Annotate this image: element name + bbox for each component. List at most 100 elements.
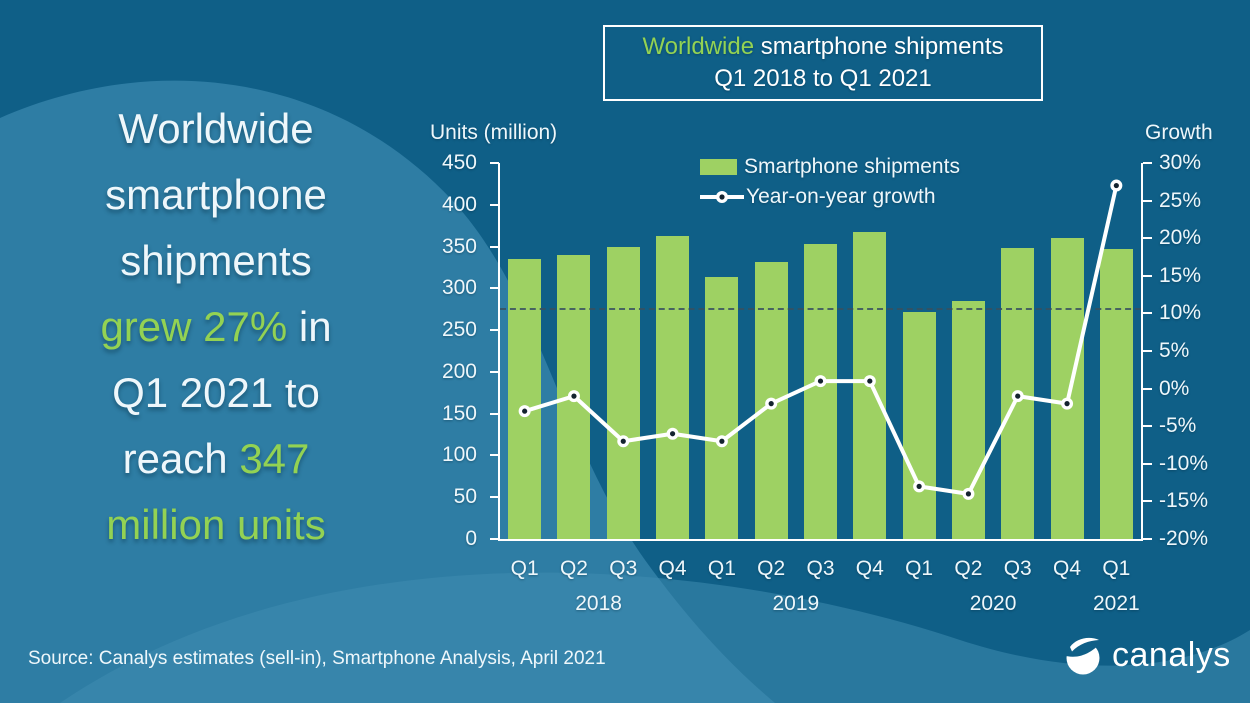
left-axis-tick-mark [490, 538, 499, 540]
left-axis-title: Units (million) [430, 121, 558, 144]
left-axis-tick-label: 450 [441, 151, 477, 174]
shipment-bar-Q4-3 [656, 235, 690, 539]
headline-line: million units [42, 492, 390, 558]
year-label-2020: 2020 [969, 592, 1017, 615]
left-axis-tick-label: 0 [465, 527, 477, 550]
canalys-mark-icon [1062, 634, 1104, 675]
shipment-bar-Q1-4 [705, 276, 739, 539]
shipment-bar-Q3-2 [606, 247, 640, 539]
background-wave [0, 80, 775, 703]
x-axis-label-Q2-1: Q2 [559, 557, 588, 580]
x-axis-label-Q4-11: Q4 [1053, 557, 1082, 580]
headline-text: Q1 2021 to [112, 369, 320, 416]
left-axis-tick-mark [490, 329, 499, 332]
x-axis-label-Q1-0: Q1 [510, 557, 539, 580]
left-axis-line [498, 163, 500, 539]
bar-legend-swatch-icon [700, 159, 737, 175]
left-axis-tick-label: 150 [441, 401, 477, 425]
headline-line: smartphone [42, 162, 390, 228]
shipment-bar-Q3-10 [1001, 248, 1035, 539]
shipment-bar-Q2-9 [951, 300, 985, 539]
x-axis-label-Q3-2: Q3 [609, 557, 638, 580]
right-axis-tick-label: 25% [1159, 188, 1202, 212]
left-axis-tick-mark [490, 203, 499, 206]
shipment-bar-Q2-1 [557, 254, 591, 539]
chart-title-rest: smartphone shipments [754, 33, 1004, 60]
headline-text: reach [122, 435, 240, 482]
right-axis-tick-label: 5% [1159, 339, 1190, 362]
right-axis-tick-mark [1143, 500, 1152, 503]
right-axis-tick-mark [1143, 350, 1152, 352]
source-text: Source: Canalys estimates (sell-in), Sma… [28, 648, 606, 669]
right-axis-tick-label: -5% [1159, 414, 1197, 438]
right-axis-tick-label: 10% [1159, 301, 1202, 325]
left-axis-tick-label: 200 [441, 359, 477, 383]
headline-line: shipments [42, 228, 390, 294]
canalys-logo-text: canalys [1112, 635, 1231, 674]
right-axis-tick-label: -20% [1159, 527, 1209, 550]
shipment-bar-Q4-7 [853, 231, 887, 539]
year-label-2018: 2018 [575, 592, 622, 615]
shipment-bar-Q1-8 [902, 311, 936, 539]
right-axis-tick-label: 30% [1159, 151, 1202, 174]
x-axis-label-Q1-12: Q1 [1102, 557, 1131, 580]
chart-title-line2: Q1 2018 to Q1 2021 [714, 65, 932, 92]
year-label-2019: 2019 [772, 592, 820, 615]
headline-line: Worldwide [42, 96, 390, 162]
legend-item-growth: Year-on-year growth [700, 182, 960, 212]
headline-highlight: grew 27% [100, 303, 288, 350]
right-axis-title: Growth [1145, 121, 1213, 144]
left-axis-tick-label: 350 [441, 234, 477, 258]
headline-line: grew 27% in [42, 294, 390, 360]
x-axis-label-Q3-6: Q3 [806, 557, 835, 580]
right-axis-tick-mark [1143, 312, 1152, 315]
right-axis-tick-label: 15% [1159, 263, 1202, 287]
left-axis-tick-mark [490, 245, 499, 248]
shipment-bar-Q4-11 [1050, 238, 1084, 539]
headline-line: reach 347 [42, 426, 390, 492]
left-axis-tick-label: 400 [441, 192, 477, 216]
x-axis-label-Q4-7: Q4 [855, 557, 884, 580]
chart-title-box: Worldwide smartphone shipments Q1 2018 t… [603, 25, 1043, 101]
shipment-bar-Q2-5 [754, 261, 788, 539]
legend-label-shipments: Smartphone shipments [744, 155, 960, 178]
headline-line: Q1 2021 to [42, 360, 390, 426]
headline-highlight: 347 [239, 435, 310, 482]
left-axis-tick-mark [490, 496, 499, 499]
x-axis-label-Q2-9: Q2 [954, 557, 983, 580]
chart-legend: Smartphone shipments Year-on-year growth [700, 152, 960, 212]
left-axis-tick-mark [490, 370, 499, 373]
shipment-bar-Q1-12 [1099, 249, 1133, 539]
x-axis-label-Q1-8: Q1 [905, 557, 934, 580]
left-axis-tick-label: 50 [453, 485, 477, 509]
headline-highlight: million units [106, 501, 326, 548]
reference-dashed-line [500, 307, 1141, 310]
right-axis-tick-mark [1143, 425, 1152, 428]
headline: Worldwide smartphone shipments grew 27% in Q… [42, 96, 390, 558]
shipment-bar-Q3-6 [804, 244, 837, 539]
chart-title-highlight: Worldwide [642, 33, 755, 60]
right-axis-tick-mark [1143, 162, 1152, 164]
right-axis-tick-label: 20% [1159, 226, 1202, 250]
x-axis-label-Q2-5: Q2 [757, 557, 786, 580]
x-axis-line [498, 539, 1143, 541]
right-axis-tick-label: -15% [1159, 489, 1209, 513]
background-wave-light [60, 572, 1250, 703]
left-axis-tick-mark [490, 454, 499, 457]
right-axis-tick-mark [1143, 199, 1152, 202]
year-label-2021: 2021 [1092, 592, 1140, 615]
left-axis-tick-label: 300 [441, 276, 477, 300]
x-axis-label-Q4-3: Q4 [658, 557, 687, 580]
canalys-logo: canalys [1062, 634, 1231, 676]
left-axis-tick-mark [490, 412, 499, 415]
right-axis-line [1141, 163, 1143, 539]
x-axis-label-Q1-4: Q1 [707, 557, 736, 580]
right-axis-tick-label: -10% [1159, 451, 1209, 475]
left-axis-tick-label: 250 [441, 318, 477, 342]
headline-text: in [287, 303, 332, 350]
left-axis-tick-label: 100 [441, 443, 477, 467]
right-axis-tick-mark [1143, 387, 1152, 390]
chart-title-line1: Worldwide smartphone shipments [642, 31, 1003, 63]
